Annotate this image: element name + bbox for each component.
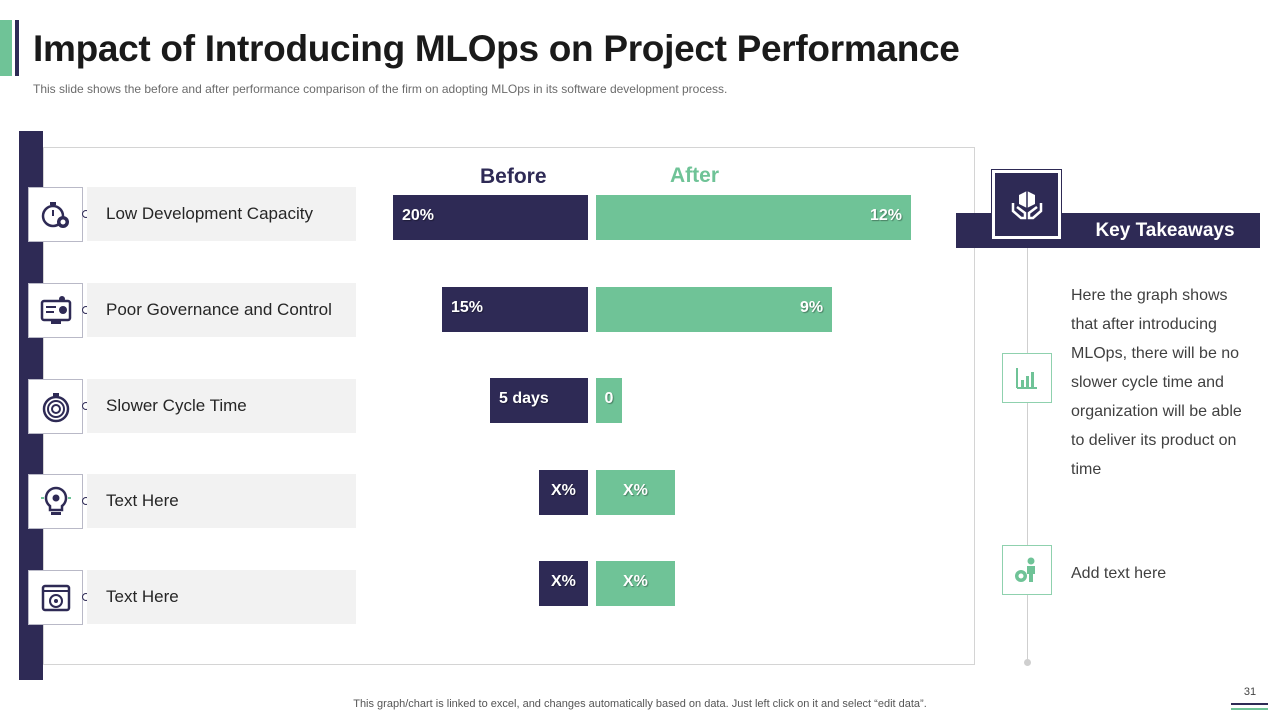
title-accent-navy — [15, 20, 19, 76]
bar-before-label: 5 days — [499, 390, 549, 407]
bar-after-label: 0 — [604, 390, 614, 407]
takeaway-icon-box — [1002, 545, 1052, 595]
bar-after — [596, 287, 832, 332]
monitor-settings-icon — [40, 295, 71, 324]
code-window-icon — [41, 584, 70, 611]
bar-after — [596, 470, 675, 515]
takeaways-timeline-line — [1027, 248, 1028, 662]
bar-after — [596, 561, 675, 606]
bar-before — [539, 561, 588, 606]
takeaway-text: Here the graph shows that after introduc… — [1071, 287, 1242, 478]
bar-before-label: 15% — [451, 299, 484, 316]
bar-before-label: 20% — [402, 207, 435, 224]
lightbulb-gear-icon — [40, 486, 71, 515]
page-subtitle: This slide shows the before and after pe… — [33, 82, 728, 96]
page-number-underline-green — [1231, 708, 1268, 710]
bar-after-label: X% — [623, 573, 648, 590]
category-icon-box — [28, 283, 83, 338]
bar-before-label: X% — [551, 482, 576, 499]
bar-before-label: X% — [551, 573, 576, 590]
category-icon-box — [28, 187, 83, 242]
stopwatch-icon — [42, 392, 69, 422]
stopwatch-gear-icon — [41, 201, 69, 228]
bar-before — [442, 287, 588, 332]
bar-after-label: 12% — [870, 207, 903, 224]
category-icon-box — [28, 570, 83, 625]
page-number: 31 — [1243, 686, 1257, 698]
hands-box-icon — [1011, 190, 1042, 219]
category-label: Slower Cycle Time — [87, 379, 356, 433]
bar-before — [539, 470, 588, 515]
takeaways-timeline-end-dot — [1024, 659, 1031, 666]
legend-after: After — [670, 164, 720, 187]
bar-chart-icon — [1016, 368, 1037, 389]
category-label: Poor Governance and Control — [87, 283, 356, 337]
takeaway-text: Add text here — [1071, 565, 1167, 582]
category-icon-box — [28, 379, 83, 434]
category-icon-box — [28, 474, 83, 529]
key-takeaways-icon-box — [991, 169, 1062, 240]
category-label: Text Here — [87, 474, 356, 528]
bar-after-label: 9% — [800, 299, 824, 316]
bar-after — [596, 195, 911, 240]
legend-before: Before — [480, 165, 547, 188]
page-title: Impact of Introducing MLOps on Project P… — [33, 28, 960, 69]
takeaway-icon-box — [1002, 353, 1052, 403]
bar-after — [596, 378, 622, 423]
footer-note: This graph/chart is linked to excel, and… — [353, 698, 927, 710]
person-money-icon — [1015, 557, 1035, 582]
bar-before — [393, 195, 588, 240]
title-accent-green — [0, 20, 12, 76]
bar-before — [490, 378, 588, 423]
key-takeaways-title: Key Takeaways — [1095, 219, 1235, 241]
category-label: Text Here — [87, 570, 356, 624]
category-label: Low Development Capacity — [87, 187, 356, 241]
bar-after-label: X% — [623, 482, 648, 499]
page-number-underline-navy — [1231, 703, 1268, 705]
